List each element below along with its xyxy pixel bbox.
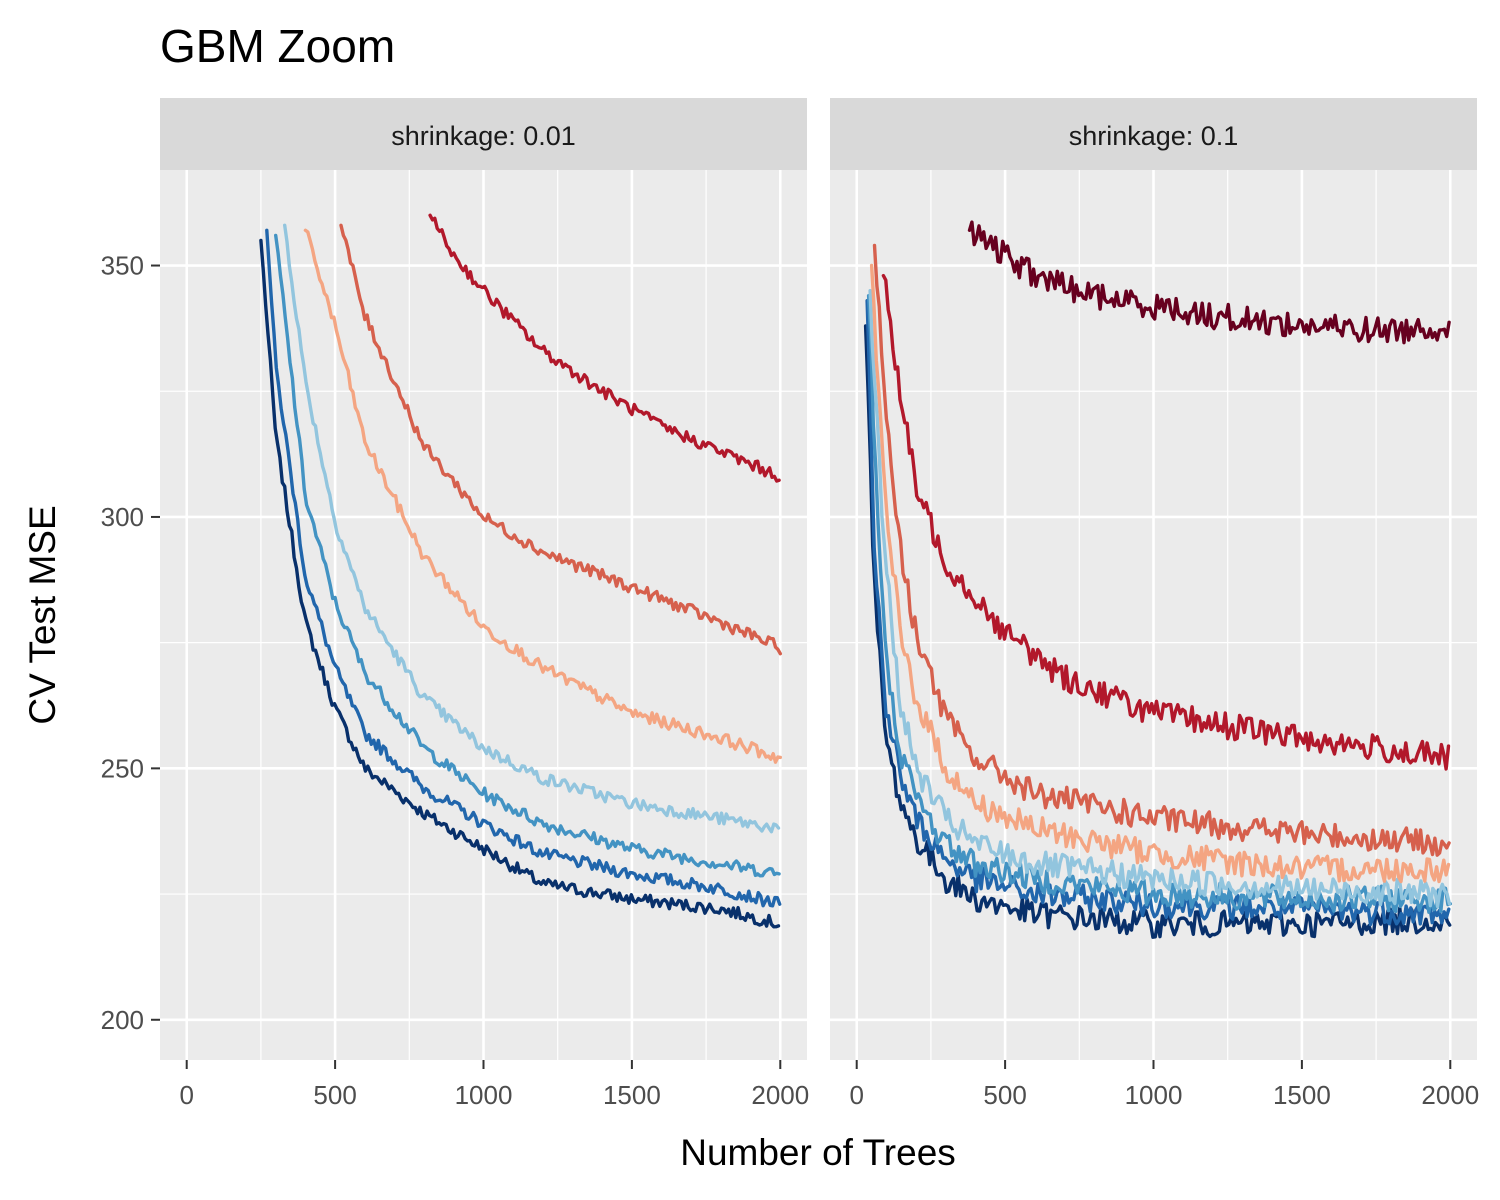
- series-line-3: [274, 233, 781, 878]
- grid: [160, 170, 807, 1060]
- series-line-2: [865, 299, 1451, 927]
- x-axis: 0 500 1000 1500 2000: [849, 1060, 1479, 1110]
- series-line-4: [868, 289, 1452, 909]
- x-tick-label: 0: [179, 1080, 193, 1110]
- x-tick-label: 1000: [455, 1080, 513, 1110]
- strip-background: [830, 98, 1477, 170]
- x-tick-label: 2000: [1421, 1080, 1479, 1110]
- y-axis: 200 250 300 350: [101, 251, 160, 1035]
- series-line-7: [881, 273, 1451, 771]
- series-group: [863, 220, 1453, 939]
- series-line-3: [866, 294, 1453, 914]
- chart-title: GBM Zoom: [160, 20, 395, 72]
- strip-label: shrinkage: 0.01: [391, 121, 576, 151]
- series-line-6: [872, 243, 1451, 857]
- y-axis-title: CV Test MSE: [22, 505, 63, 724]
- x-tick-label: 0: [849, 1080, 863, 1110]
- series-line-6: [339, 223, 782, 656]
- x-tick-label: 1500: [1273, 1080, 1331, 1110]
- series-group: [259, 213, 782, 929]
- x-tick-label: 2000: [751, 1080, 809, 1110]
- series-line-1: [259, 238, 781, 929]
- panel-shrinkage-001: shrinkage: 0.01 0 500 1000 1500 2000: [160, 98, 809, 1110]
- x-tick-label: 500: [313, 1080, 356, 1110]
- series-line-7: [428, 213, 781, 483]
- x-tick-label: 500: [983, 1080, 1026, 1110]
- x-axis: 0 500 1000 1500 2000: [179, 1060, 809, 1110]
- strip-background: [160, 98, 807, 170]
- strip-label: shrinkage: 0.1: [1069, 121, 1239, 151]
- x-tick-label: 1500: [603, 1080, 661, 1110]
- series-line-1: [863, 324, 1452, 939]
- series-line-8: [967, 220, 1451, 345]
- y-tick-label: 350: [101, 251, 144, 281]
- series-line-2: [265, 228, 782, 908]
- panel-shrinkage-01: shrinkage: 0.1 0 500 1000 1500 2000: [830, 98, 1479, 1110]
- y-tick-label: 300: [101, 502, 144, 532]
- x-axis-title: Number of Trees: [680, 1132, 956, 1173]
- series-line-4: [283, 223, 781, 834]
- x-tick-label: 1000: [1125, 1080, 1183, 1110]
- series-line-5: [869, 263, 1451, 884]
- y-tick-label: 200: [101, 1005, 144, 1035]
- series-line-5: [303, 228, 782, 764]
- y-tick-label: 250: [101, 753, 144, 783]
